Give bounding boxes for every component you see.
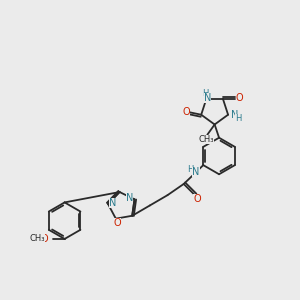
Text: N: N	[192, 167, 200, 177]
Text: N: N	[203, 93, 211, 103]
Text: N: N	[109, 198, 116, 208]
Text: O: O	[41, 234, 48, 244]
Text: CH₃: CH₃	[198, 135, 214, 144]
Text: N: N	[126, 193, 134, 203]
Text: O: O	[182, 107, 190, 117]
Text: O: O	[194, 194, 201, 204]
Text: H: H	[202, 89, 208, 98]
Text: O: O	[113, 218, 121, 228]
Text: H: H	[188, 165, 194, 174]
Text: O: O	[236, 93, 243, 103]
Text: H: H	[235, 114, 242, 123]
Text: N: N	[231, 110, 238, 120]
Text: CH₃: CH₃	[30, 234, 45, 243]
